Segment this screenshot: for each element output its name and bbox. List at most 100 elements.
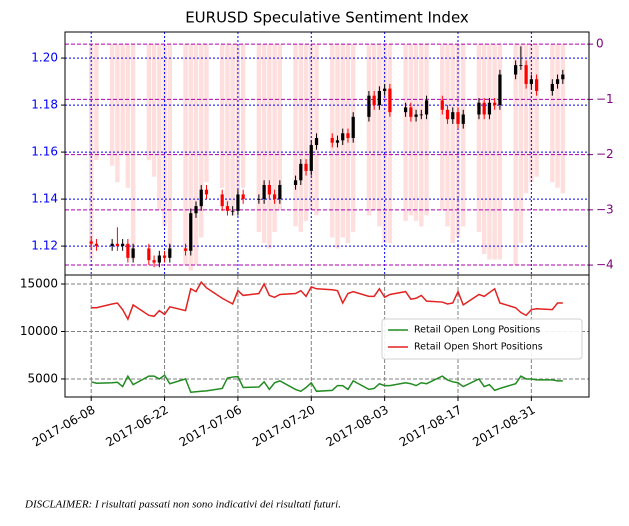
candle-body bbox=[409, 107, 413, 117]
sentiment-bar bbox=[377, 44, 382, 227]
candle-body bbox=[131, 248, 135, 258]
sentiment-bar bbox=[157, 44, 162, 210]
candle-body bbox=[461, 114, 465, 124]
y-tick-label: 1.12 bbox=[31, 239, 58, 253]
sentiment-bar bbox=[461, 44, 466, 227]
candle-body bbox=[147, 248, 151, 261]
legend-label: Retail Open Short Positions bbox=[414, 342, 543, 353]
y-tick-label: 10000 bbox=[20, 324, 58, 338]
plot-frame bbox=[64, 274, 590, 398]
candle-body bbox=[126, 243, 130, 258]
y2-tick-label: −1 bbox=[596, 92, 614, 106]
x-tick-label: 2017-08-03 bbox=[323, 403, 390, 450]
sentiment-bar bbox=[125, 44, 131, 188]
candle-body bbox=[273, 194, 277, 200]
sentiment-bar bbox=[235, 44, 241, 194]
sentiment-bar bbox=[256, 44, 262, 232]
sentiment-bar bbox=[382, 44, 387, 243]
candle-body bbox=[514, 65, 518, 75]
sentiment-bar bbox=[240, 44, 246, 188]
candle-body bbox=[529, 79, 533, 84]
sentiment-bar bbox=[518, 44, 524, 243]
legend-label: Retail Open Long Positions bbox=[414, 325, 540, 336]
candle-body bbox=[89, 241, 93, 244]
candle-body bbox=[524, 65, 528, 84]
candle-body bbox=[162, 255, 167, 258]
candle-body bbox=[304, 163, 308, 171]
sentiment-bar bbox=[162, 44, 167, 227]
y-tick-label: 1.14 bbox=[31, 192, 58, 206]
y2-tick-label: −2 bbox=[596, 147, 614, 161]
sentiment-bar bbox=[366, 44, 372, 216]
sentiment-bar bbox=[440, 44, 445, 210]
candle-body bbox=[383, 88, 387, 91]
x-tick-label: 2017-06-08 bbox=[30, 403, 97, 450]
candle-body bbox=[314, 137, 319, 146]
candle-body bbox=[377, 90, 381, 106]
y-tick-label: 1.16 bbox=[31, 145, 58, 159]
candle-body bbox=[519, 65, 523, 66]
candle-body bbox=[341, 133, 345, 141]
candle-body bbox=[220, 194, 224, 207]
sentiment-bar bbox=[220, 44, 225, 188]
y2-tick-label: 0 bbox=[596, 37, 604, 51]
series-line bbox=[91, 374, 563, 394]
sentiment-bar bbox=[534, 44, 539, 177]
candle-body bbox=[367, 95, 371, 117]
sentiment-bar bbox=[277, 44, 283, 210]
sentiment-bar bbox=[298, 44, 303, 232]
candle-body bbox=[335, 140, 340, 143]
sentiment-bar bbox=[314, 44, 319, 216]
candle-body bbox=[388, 88, 392, 113]
sentiment-bar bbox=[94, 44, 99, 161]
y-tick-label: 1.20 bbox=[31, 51, 58, 65]
candle-body bbox=[451, 112, 455, 120]
sentiment-bar bbox=[403, 44, 408, 221]
x-tick-label: 2017-08-31 bbox=[470, 403, 537, 450]
x-tick-label: 2017-08-17 bbox=[397, 403, 464, 450]
candle-body bbox=[183, 248, 188, 251]
candle-body bbox=[293, 180, 298, 185]
candle-body bbox=[267, 184, 271, 195]
sentiment-bar bbox=[476, 44, 482, 232]
sentiment-bar bbox=[550, 44, 555, 183]
legend: Retail Open Long Positions Retail Open Sh… bbox=[381, 318, 583, 360]
candle-body bbox=[404, 107, 408, 113]
candle-body bbox=[330, 137, 334, 143]
x-tick-label: 2017-07-06 bbox=[177, 403, 244, 450]
candle-body bbox=[372, 95, 376, 106]
sentiment-bar bbox=[115, 44, 120, 183]
candle-body bbox=[168, 248, 172, 258]
candle-body bbox=[231, 210, 235, 212]
sentiment-bar bbox=[450, 44, 455, 243]
sentiment-bar bbox=[482, 44, 487, 255]
sentiment-bar bbox=[303, 44, 309, 221]
candle-body bbox=[498, 74, 502, 106]
candle-body bbox=[157, 255, 161, 263]
disclaimer: DISCLAIMER: I risultati passati non sono… bbox=[24, 499, 341, 511]
candle-body bbox=[555, 79, 560, 84]
sentiment-bar bbox=[497, 44, 503, 260]
candle-body bbox=[194, 206, 198, 214]
sentiment-bar bbox=[419, 44, 424, 227]
candle-body bbox=[561, 74, 565, 80]
sentiment-bar bbox=[167, 44, 172, 255]
y2-tick-label: −4 bbox=[596, 258, 614, 272]
candle-body bbox=[346, 133, 350, 138]
candle-body bbox=[419, 114, 423, 116]
candle-body bbox=[115, 243, 119, 247]
candle-body bbox=[204, 189, 209, 195]
sentiment-bar bbox=[89, 44, 94, 260]
sentiment-bar bbox=[261, 44, 267, 243]
sentiment-bar bbox=[371, 44, 377, 210]
candle-body bbox=[309, 145, 313, 171]
chart-title: EURUSD Speculative Sentiment Index bbox=[185, 9, 469, 27]
candle-body bbox=[445, 109, 450, 120]
sentiment-bar bbox=[230, 44, 235, 216]
series-line bbox=[91, 280, 563, 321]
sentiment-bar bbox=[272, 44, 277, 232]
y2-tick-label: −3 bbox=[596, 202, 614, 216]
x-tick-label: 2017-07-20 bbox=[250, 403, 317, 450]
